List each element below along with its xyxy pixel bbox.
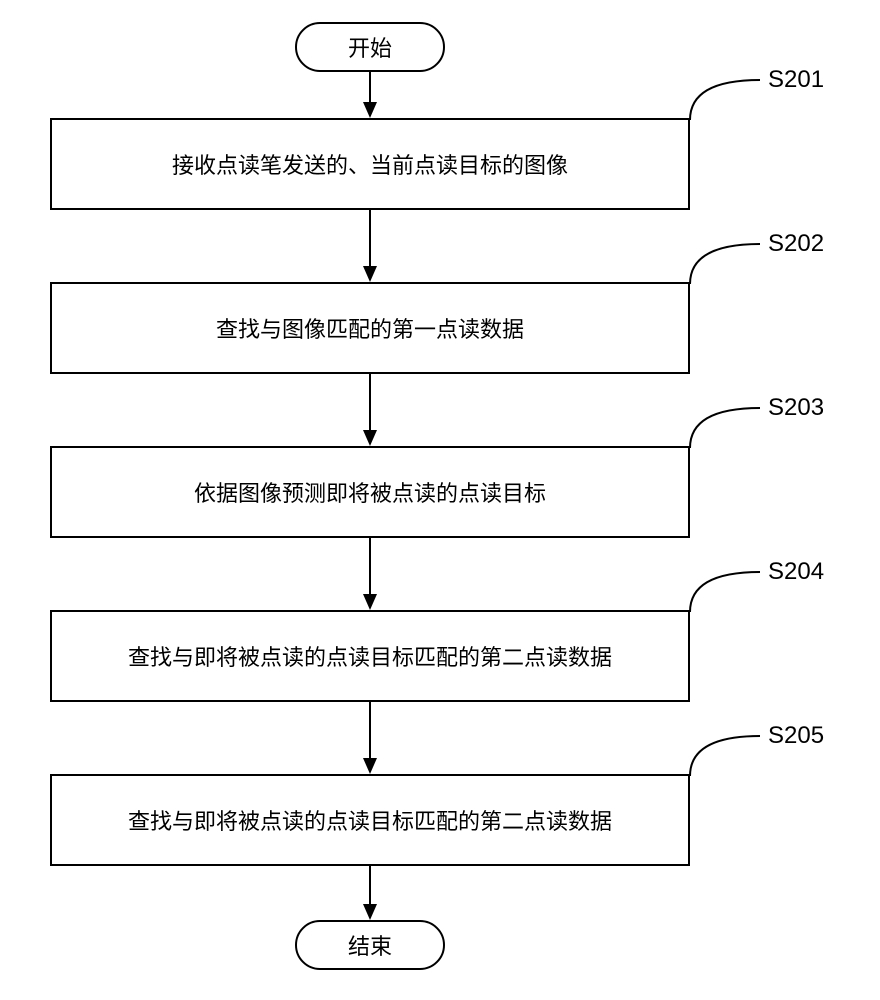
- callout-s1: [688, 78, 762, 122]
- node-text: 查找与即将被点读的点读目标匹配的第二点读数据: [128, 804, 612, 836]
- process-s3: 依据图像预测即将被点读的点读目标: [50, 446, 690, 538]
- node-text: 接收点读笔发送的、当前点读目标的图像: [172, 148, 568, 180]
- node-text: 开始: [348, 31, 392, 63]
- callout-s4: [688, 570, 762, 614]
- node-text: 依据图像预测即将被点读的点读目标: [194, 476, 546, 508]
- arrow: [356, 702, 384, 774]
- arrow: [356, 866, 384, 920]
- callout-s5: [688, 734, 762, 778]
- terminator-start: 开始: [295, 22, 445, 72]
- step-label-s4: S204: [768, 558, 824, 586]
- node-text: 查找与即将被点读的点读目标匹配的第二点读数据: [128, 640, 612, 672]
- arrow: [356, 374, 384, 446]
- callout-s3: [688, 406, 762, 450]
- process-s5: 查找与即将被点读的点读目标匹配的第二点读数据: [50, 774, 690, 866]
- process-s2: 查找与图像匹配的第一点读数据: [50, 282, 690, 374]
- node-text: 查找与图像匹配的第一点读数据: [216, 312, 524, 344]
- step-label-s2: S202: [768, 230, 824, 258]
- arrow: [356, 210, 384, 282]
- callout-s2: [688, 242, 762, 286]
- arrow: [356, 538, 384, 610]
- process-s4: 查找与即将被点读的点读目标匹配的第二点读数据: [50, 610, 690, 702]
- step-label-s5: S205: [768, 722, 824, 750]
- step-label-s3: S203: [768, 394, 824, 422]
- terminator-end: 结束: [295, 920, 445, 970]
- process-s1: 接收点读笔发送的、当前点读目标的图像: [50, 118, 690, 210]
- flowchart-canvas: 开始接收点读笔发送的、当前点读目标的图像 S201 查找与图像匹配的第一点读数据 S2…: [0, 0, 880, 1000]
- node-text: 结束: [348, 929, 392, 961]
- step-label-s1: S201: [768, 66, 824, 94]
- arrow: [356, 72, 384, 118]
